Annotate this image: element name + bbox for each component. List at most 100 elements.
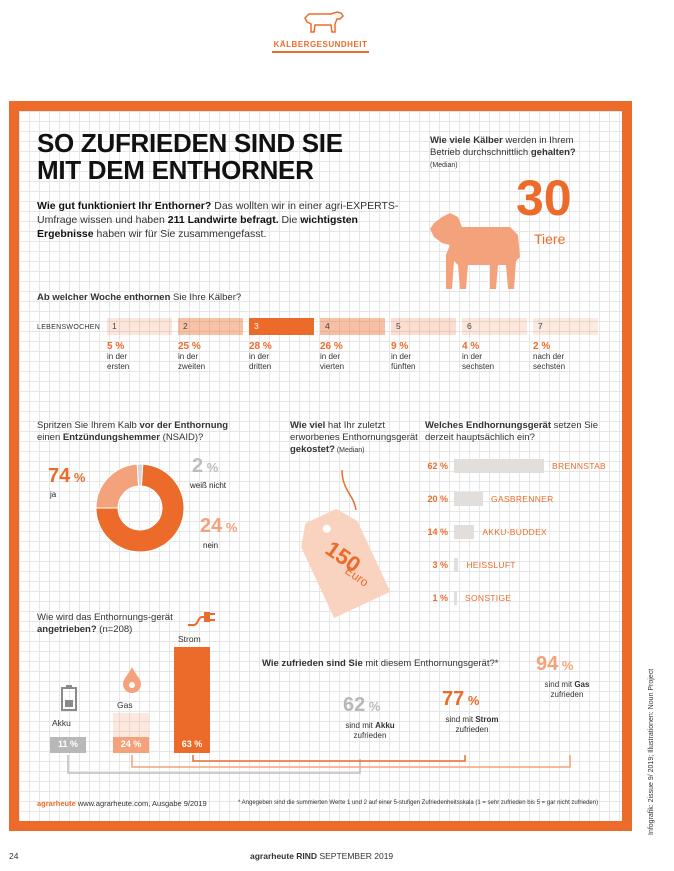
week-box-7: 7 — [533, 318, 598, 335]
nsaid-nein-unit: % — [222, 520, 238, 535]
sat-gas-value: 94 % — [536, 653, 573, 676]
sat-akku-label: sind mit Akku zufrieden — [335, 721, 405, 741]
sat-strom-num: 77 — [442, 688, 465, 710]
week-label-2: vierten — [320, 362, 345, 371]
calves-median: (Median) — [430, 162, 458, 169]
sat-akku-unit: % — [365, 699, 381, 714]
device-row: 20 % GASBRENNER — [410, 491, 615, 507]
device-name: HEISSLUFT — [466, 560, 516, 570]
footer-issue: SEPTEMBER 2019 — [319, 851, 394, 861]
nsaid-t3: (NSAID)? — [160, 432, 204, 443]
nsaid-ja-num: 74 — [48, 465, 71, 487]
sat-akku-value: 62 % — [343, 694, 380, 717]
week-percent-6: 4 % in der sechsten — [462, 342, 527, 372]
sat-strom-l1: sind mit — [445, 715, 476, 724]
title-line-2: MIT DEM ENTHORNER — [37, 155, 314, 185]
nsaid-ja-value: 74 % — [48, 465, 85, 488]
nsaid-nein-value: 24 % — [200, 515, 237, 538]
sat-akku-b: Akku — [375, 721, 395, 730]
credits-vertical: Infografik: 2issue 9/ 2019; Illustration… — [648, 668, 655, 835]
donut-slice-ja — [95, 463, 185, 553]
sat-gas-b: Gas — [574, 680, 590, 689]
week-value: 9 % — [391, 341, 409, 352]
calves-question: Wie viele Kälber werden in Ihrem Betrieb… — [430, 135, 590, 172]
nsaid-weiss-value: 2 % — [192, 455, 218, 478]
weeks-question: Ab welcher Woche enthornen Sie Ihre Kälb… — [37, 292, 241, 303]
nsaid-t2: einen — [37, 432, 63, 443]
sat-strom-label: sind mit Strom zufrieden — [432, 715, 512, 735]
week-value: 4 % — [462, 341, 480, 352]
device-percent: 1 % — [432, 593, 448, 603]
calves-unit: Tiere — [534, 231, 566, 247]
sat-gas-unit: % — [558, 658, 574, 673]
device-t2: setzen Sie derzeit hauptsächlich ein? — [425, 420, 598, 443]
week-label-1: in der — [391, 352, 412, 361]
device-row: 3 % HEISSLUFT — [410, 557, 615, 573]
drive-b1: angetrieben? — [37, 624, 97, 635]
drive-percent: 63 % — [174, 737, 210, 753]
calves-q1: Wie viele Kälber — [430, 135, 503, 146]
section-label: KÄLBERGESUNDHEIT — [273, 40, 368, 49]
satisfaction-question: Wie zufrieden sind Sie mit diesem Enthor… — [262, 658, 498, 669]
drive-t1: Wie wird das Enthornungs-gerät — [37, 612, 173, 623]
drive-label: Strom — [178, 634, 201, 644]
page-title: SO ZUFRIEDEN SIND SIE MIT DEM ENTHORNER — [37, 130, 343, 184]
device-name: GASBRENNER — [491, 494, 554, 504]
calves-value: 30 — [516, 170, 572, 226]
donut-slice-nein — [95, 463, 140, 509]
footer-publication: agrarheute RIND SEPTEMBER 2019 — [250, 851, 393, 861]
device-name: SONSTIGE — [465, 593, 512, 603]
week-box-4: 4 — [320, 318, 385, 335]
drive-bar-strom — [174, 647, 210, 753]
drive-percent: 11 % — [50, 737, 86, 753]
intro-b2: wichtigsten Ergebnisse — [37, 214, 358, 240]
nsaid-question: Spritzen Sie Ihrem Kalb vor der Enthornu… — [37, 420, 237, 444]
device-bar — [454, 591, 457, 605]
sat-strom-value: 77 % — [442, 688, 479, 711]
week-label-2: zweiten — [178, 362, 206, 371]
device-row: 62 % BRENNSTAB — [410, 458, 615, 474]
device-question: Welches Endhornungsgerät setzen Sie derz… — [425, 420, 610, 444]
donut-slice-weiss — [136, 463, 144, 487]
device-bar — [454, 459, 544, 473]
intro-t2: Die — [278, 214, 301, 226]
week-value: 2 % — [533, 341, 551, 352]
week-percent-4: 26 % in der vierten — [320, 342, 385, 372]
device-row: 14 % AKKU-BUDDEX — [410, 524, 615, 540]
calf-icon — [430, 213, 520, 289]
sat-gas-l2: zufrieden — [550, 690, 584, 699]
week-label-1: in der — [178, 352, 199, 361]
week-box-3: 3 — [249, 318, 314, 335]
device-bar — [454, 525, 475, 539]
intro-t1: Das wollten wir in einer agri-EXPERTS-Um… — [37, 200, 399, 226]
sat-b1: Wie zufrieden sind Sie — [262, 658, 363, 669]
week-value: 26 % — [320, 341, 343, 352]
week-box-6: 6 — [462, 318, 527, 335]
flame-icon — [123, 667, 141, 693]
nsaid-nein-num: 24 — [200, 515, 223, 537]
drive-percent: 24 % — [113, 737, 149, 753]
device-percent: 3 % — [432, 560, 448, 570]
sat-t1: mit diesem Enthornungsgerät?* — [362, 658, 499, 669]
sat-akku-num: 62 — [343, 694, 366, 716]
week-box-2: 2 — [178, 318, 243, 335]
page-number: 24 — [9, 851, 19, 861]
plug-icon — [188, 612, 215, 626]
drive-label: Gas — [117, 700, 133, 710]
cost-t1: hat Ihr zuletzt erworbenes Enthornungsge… — [290, 420, 418, 443]
device-row: 1 % SONSTIGE — [410, 590, 615, 606]
week-percent-7: 2 % nach der sechsten — [533, 342, 598, 372]
week-label-1: in der — [107, 352, 128, 361]
device-percent: 14 % — [427, 527, 448, 537]
sat-akku-l1: sind mit — [345, 721, 376, 730]
week-value: 25 % — [178, 341, 201, 352]
week-value: 5 % — [107, 341, 125, 352]
footnote: * Angegeben sind die summierten Werte 1 … — [238, 800, 599, 806]
intro-question: Wie gut funktioniert Ihr Enthorner? — [37, 200, 212, 212]
calves-q3: gehalten? — [530, 147, 576, 158]
week-label-1: nach der — [533, 352, 565, 361]
nsaid-b1: vor der Enthornung — [139, 420, 229, 431]
intro-text: Wie gut funktioniert Ihr Enthorner? Das … — [37, 199, 407, 241]
device-bar — [454, 492, 484, 506]
drive-question: Wie wird das Enthornungs-gerät angetrieb… — [37, 612, 177, 636]
